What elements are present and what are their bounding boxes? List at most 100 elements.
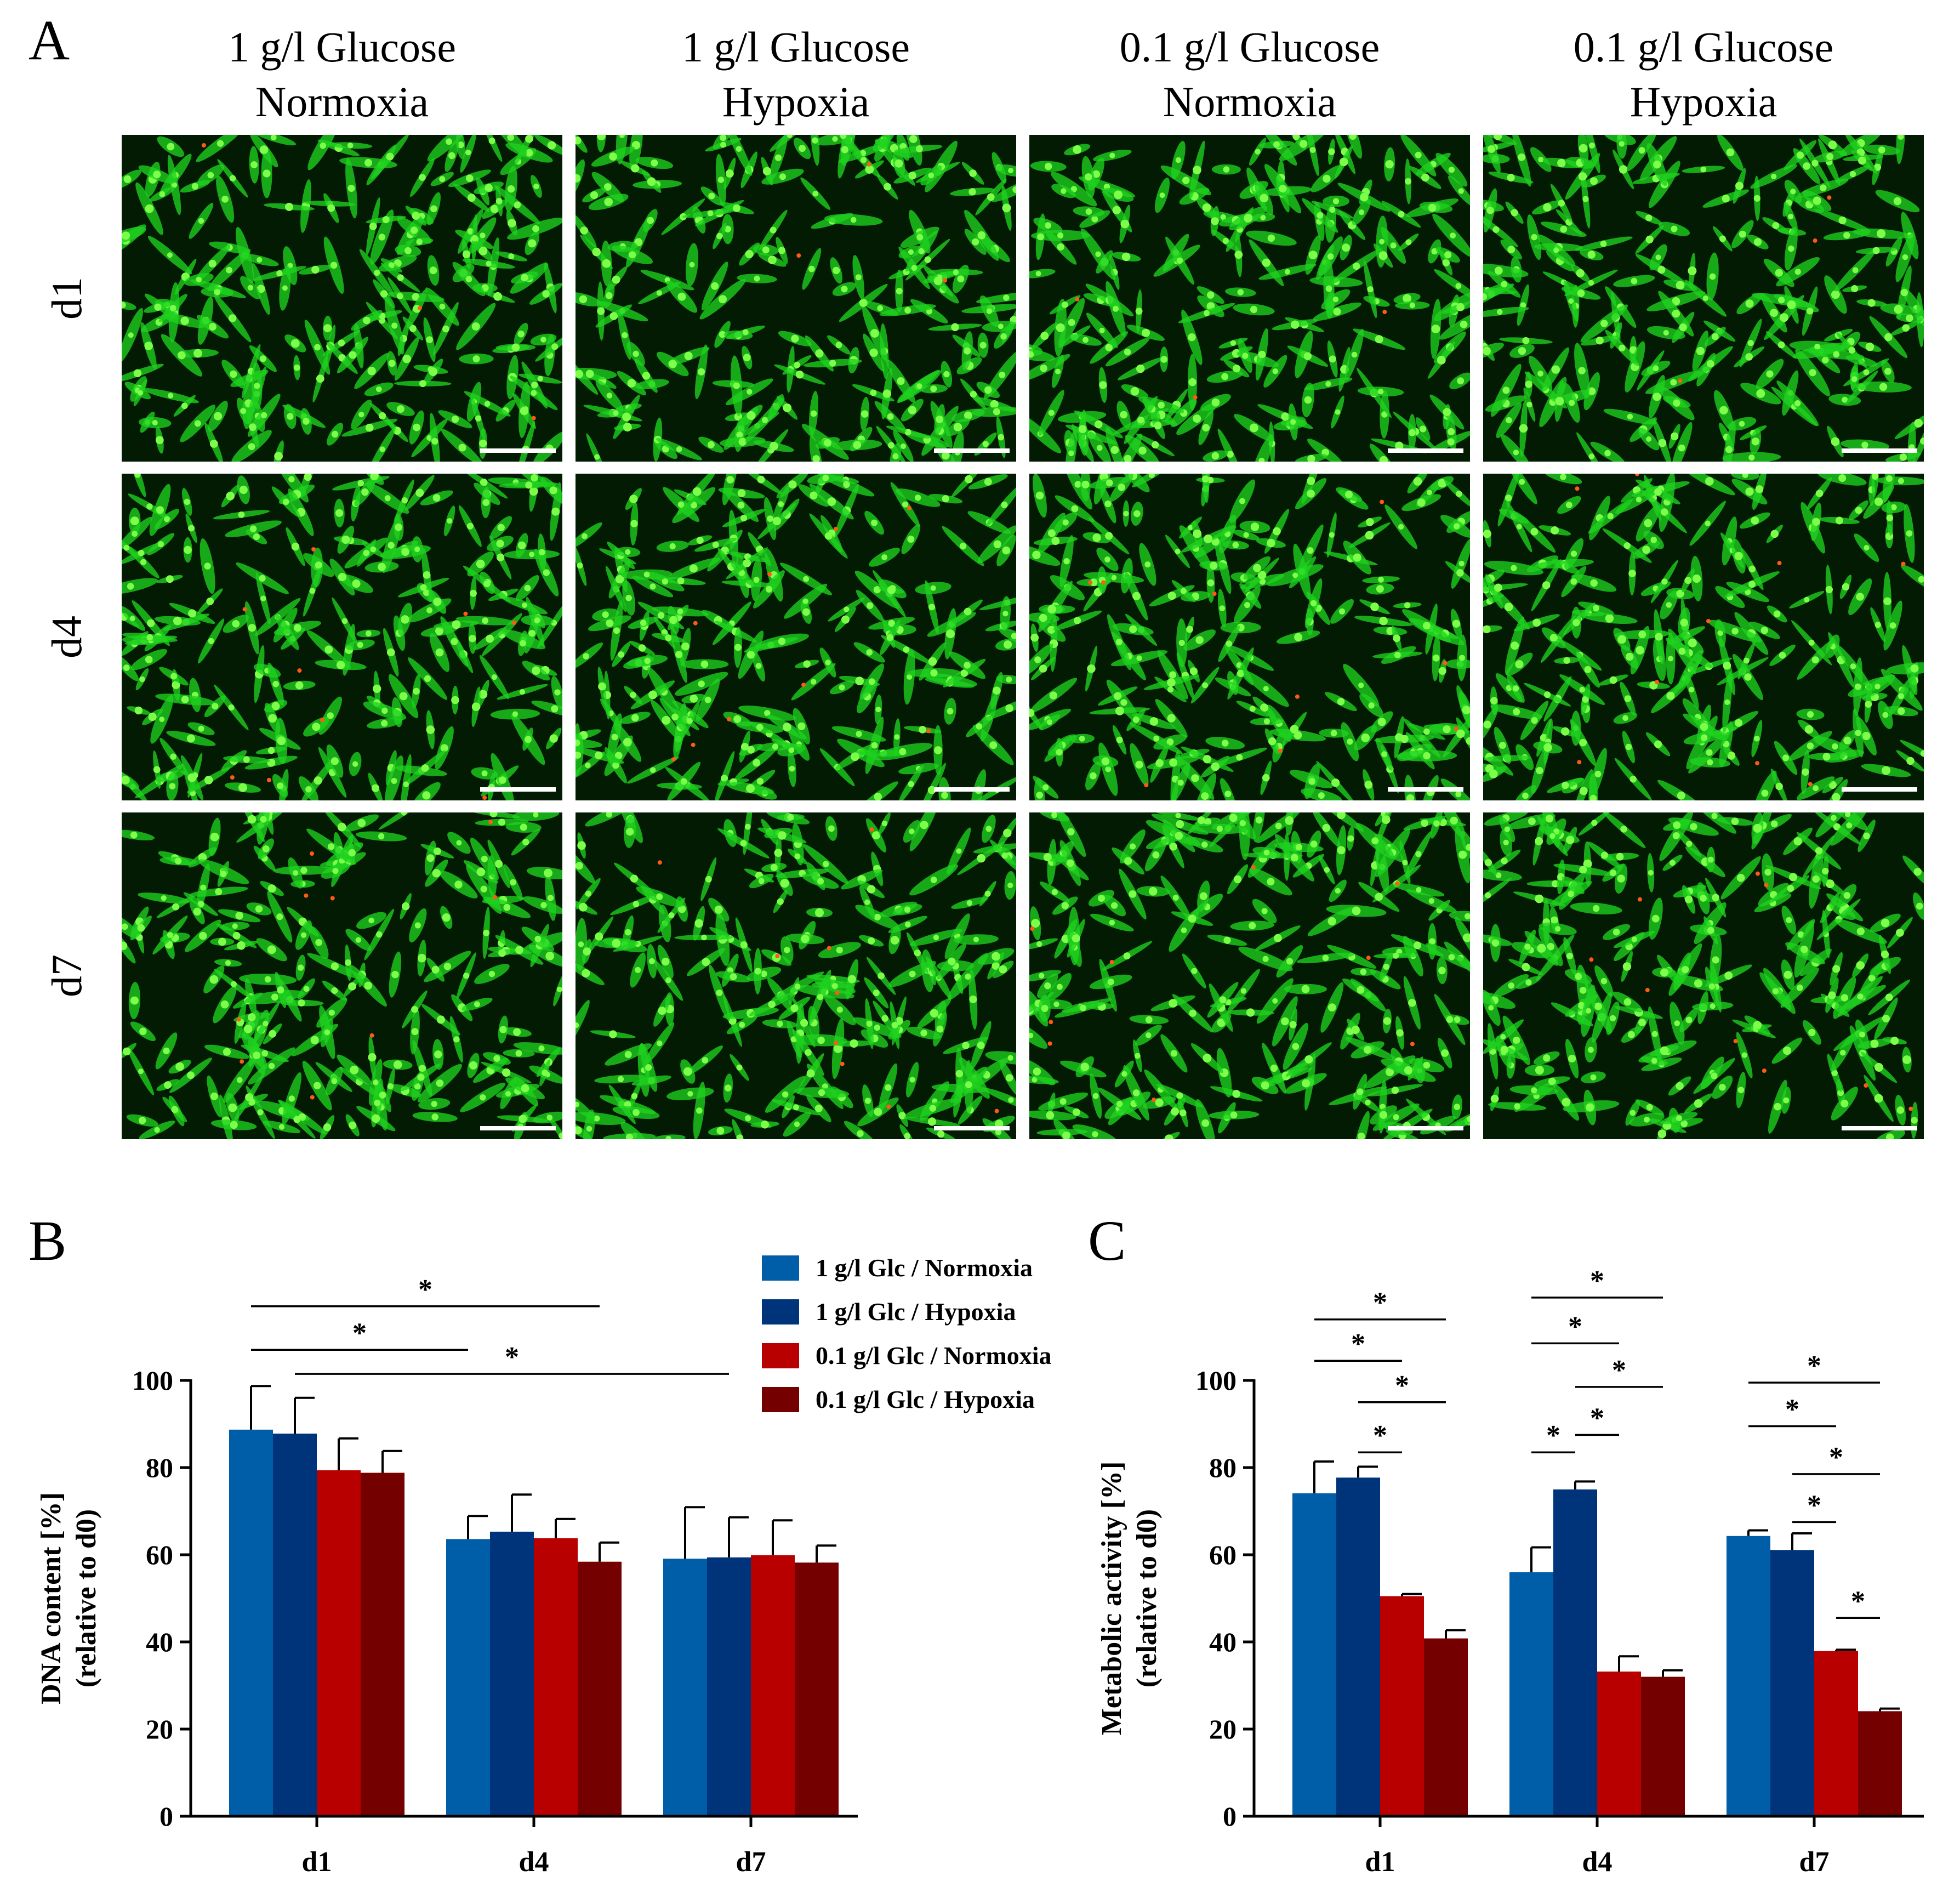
cell-nucleus [1130, 387, 1139, 396]
cell-nucleus [454, 880, 463, 889]
cell-nucleus [1243, 532, 1249, 538]
cell-nucleus [1003, 294, 1010, 301]
cell-nucleus [892, 453, 899, 460]
dead-cell [693, 621, 698, 626]
cell-nucleus [156, 506, 164, 514]
cell-nucleus [1047, 719, 1053, 725]
cell-nucleus [431, 965, 440, 974]
cell-texture [122, 812, 562, 1139]
cell-nucleus [1281, 412, 1290, 421]
cell-nucleus [1456, 491, 1462, 497]
cell-nucleus [1561, 727, 1570, 736]
cell-nucleus [1090, 578, 1098, 586]
cell-nucleus [1113, 305, 1119, 312]
cell-nucleus [327, 204, 335, 212]
cell-nucleus [764, 710, 771, 717]
cell-nucleus [547, 895, 554, 901]
cell-nucleus [327, 712, 334, 719]
cell-nucleus [1458, 850, 1467, 859]
cell-nucleus [1676, 281, 1685, 290]
cell-nucleus [216, 140, 224, 147]
cell-nucleus [1910, 664, 1919, 673]
dead-cell [297, 668, 302, 673]
cell-nucleus [1770, 530, 1779, 538]
cell-nucleus [1199, 892, 1207, 900]
cell-nucleus [576, 1101, 579, 1107]
cell-nucleus [1462, 933, 1470, 942]
cell-nucleus [1145, 1016, 1153, 1024]
cell-nucleus [482, 499, 490, 506]
cell-nucleus [1164, 1134, 1173, 1139]
cell-nucleus [850, 217, 857, 223]
cell-nucleus [576, 862, 583, 870]
cell-nucleus [1499, 742, 1506, 749]
cell-nucleus [1262, 956, 1269, 962]
cell-nucleus [977, 231, 986, 240]
cell-nucleus [210, 832, 219, 842]
cell-nucleus [1129, 890, 1137, 898]
cell-nucleus [1385, 1067, 1394, 1077]
cell-nucleus [1859, 1031, 1866, 1038]
cell-nucleus [990, 400, 999, 409]
cell-nucleus [719, 331, 726, 338]
cell-nucleus [1524, 943, 1531, 950]
cell-nucleus [1001, 501, 1008, 509]
cell-nucleus [1506, 417, 1512, 424]
cell-nucleus [1048, 410, 1055, 416]
cell-nucleus [1743, 657, 1750, 664]
cell-nucleus [153, 766, 161, 774]
cell-nucleus [658, 1007, 666, 1015]
cell-nucleus [1725, 446, 1733, 453]
cell-nucleus [254, 383, 260, 389]
cell-nucleus [1230, 340, 1237, 346]
cell-nucleus [1331, 778, 1340, 787]
cell-nucleus [1120, 699, 1127, 706]
cell-nucleus [1874, 1094, 1883, 1103]
cell-nucleus [244, 1025, 253, 1033]
cell-nucleus [481, 770, 488, 777]
cell-nucleus [350, 1065, 359, 1075]
cell-nucleus [1734, 552, 1743, 560]
cell-nucleus [1553, 247, 1559, 253]
cell-nucleus [1261, 1081, 1269, 1090]
cell-nucleus [1339, 157, 1348, 167]
cell-nucleus [635, 967, 641, 973]
cell-nucleus [1112, 206, 1121, 214]
cell-nucleus [613, 410, 619, 416]
cell-nucleus [238, 783, 247, 792]
cell-nucleus [1483, 346, 1491, 355]
cell-nucleus [633, 1108, 640, 1116]
cell-nucleus [447, 518, 453, 524]
cell-nucleus [657, 612, 665, 619]
cell-nucleus [1593, 605, 1599, 612]
cell-nucleus [1902, 254, 1908, 260]
cell-nucleus [1188, 333, 1196, 342]
cell-nucleus [1724, 971, 1733, 980]
cell-nucleus [371, 784, 380, 792]
cell-nucleus [1032, 550, 1041, 559]
cell-nucleus [539, 549, 545, 555]
cell-nucleus [941, 792, 948, 799]
cell-nucleus [612, 761, 619, 769]
cell-nucleus [1175, 548, 1181, 554]
cell-nucleus [793, 1104, 799, 1111]
cell-nucleus [794, 984, 801, 990]
cell-nucleus [1061, 902, 1069, 909]
cell-nucleus [1575, 973, 1582, 980]
cell-nucleus [716, 990, 723, 996]
cell-nucleus [904, 906, 911, 913]
cell-nucleus [1003, 828, 1012, 838]
cell-nucleus [163, 1047, 170, 1055]
cell-nucleus [123, 175, 132, 183]
cell-nucleus [1132, 1089, 1140, 1096]
cell-nucleus [1841, 1099, 1849, 1108]
cell-nucleus [369, 222, 377, 230]
cell-nucleus [1123, 510, 1129, 516]
dead-cell [1635, 474, 1639, 476]
cell-nucleus [457, 141, 464, 149]
cell-nucleus [1375, 893, 1383, 901]
cell-nucleus [758, 878, 765, 884]
cell-nucleus [1582, 196, 1589, 202]
cell-nucleus [1843, 736, 1851, 745]
cell-nucleus [331, 962, 339, 970]
